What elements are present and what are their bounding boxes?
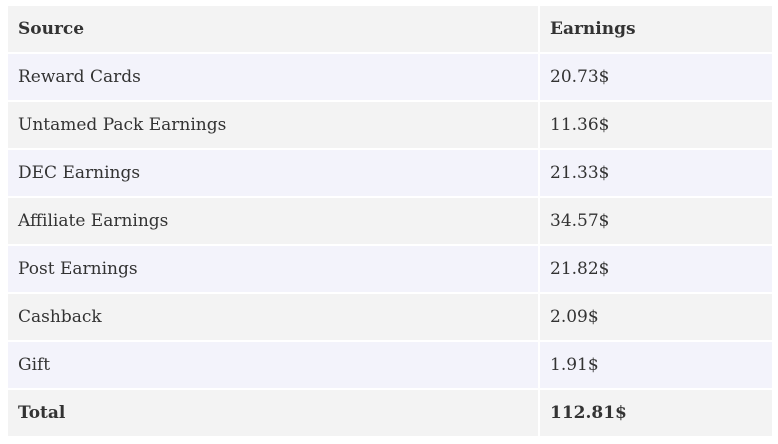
earnings-cell: 34.57$: [540, 198, 772, 246]
table-row: Cashback 2.09$: [8, 294, 772, 342]
table-header: Source Earnings: [8, 6, 772, 54]
table-row: Reward Cards 20.73$: [8, 54, 772, 102]
earnings-table: Source Earnings Reward Cards 20.73$ Untamed…: [8, 6, 772, 438]
table-row: Post Earnings 21.82$: [8, 246, 772, 294]
header-cell: Earnings: [540, 6, 772, 54]
table-row: Gift 1.91$: [8, 342, 772, 390]
total-row: Total 112.81$: [8, 390, 772, 438]
table-row: DEC Earnings 21.33$: [8, 150, 772, 198]
earnings-cell: 21.82$: [540, 246, 772, 294]
total-label: Total: [8, 390, 540, 438]
earnings-cell: 20.73$: [540, 54, 772, 102]
table-row: Untamed Pack Earnings 11.36$: [8, 102, 772, 150]
table-footer: Total 112.81$: [8, 390, 772, 438]
table-body: Reward Cards 20.73$ Untamed Pack Earnings 1…: [8, 54, 772, 390]
table-row: Affiliate Earnings 34.57$: [8, 198, 772, 246]
total-value: 112.81$: [540, 390, 772, 438]
earnings-cell: 21.33$: [540, 150, 772, 198]
source-cell: Cashback: [8, 294, 540, 342]
source-cell: Post Earnings: [8, 246, 540, 294]
table-container: Source Earnings Reward Cards 20.73$ Untamed…: [8, 6, 772, 438]
header-row: Source Earnings: [8, 6, 772, 54]
source-cell: DEC Earnings: [8, 150, 540, 198]
source-cell: Reward Cards: [8, 54, 540, 102]
header-cell: Source: [8, 6, 540, 54]
source-cell: Affiliate Earnings: [8, 198, 540, 246]
earnings-cell: 2.09$: [540, 294, 772, 342]
earnings-cell: 11.36$: [540, 102, 772, 150]
source-cell: Untamed Pack Earnings: [8, 102, 540, 150]
earnings-cell: 1.91$: [540, 342, 772, 390]
source-cell: Gift: [8, 342, 540, 390]
